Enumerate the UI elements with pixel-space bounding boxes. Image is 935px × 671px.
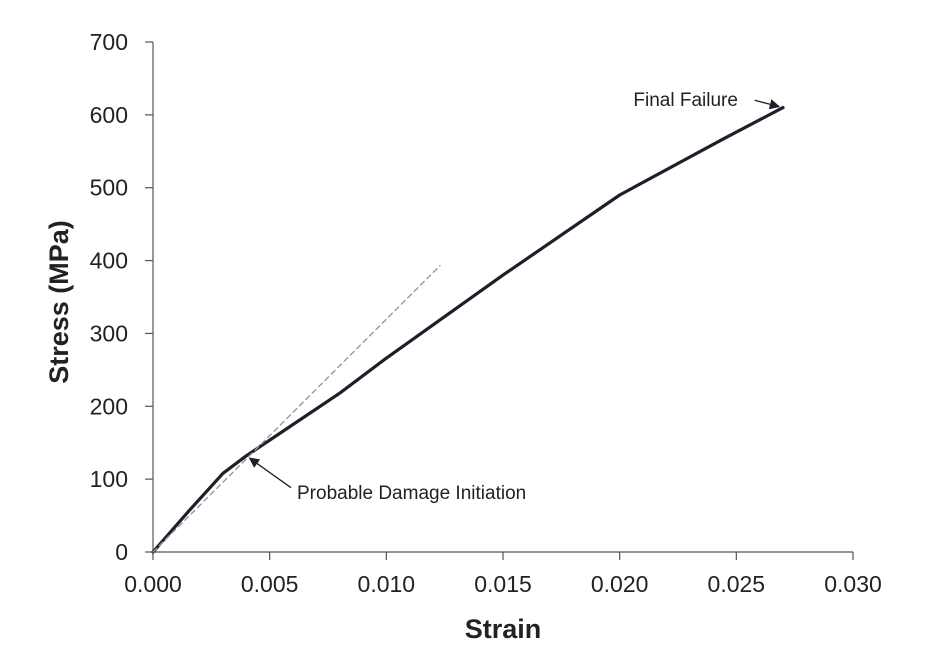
x-tick-label: 0.005 <box>241 571 299 597</box>
y-tick-label: 500 <box>90 175 128 201</box>
annotation-arrow <box>248 457 292 489</box>
x-tick-label: 0.020 <box>591 571 649 597</box>
annotation-arrow <box>754 99 781 110</box>
x-tick-label: 0.015 <box>474 571 532 597</box>
series-layer <box>151 105 785 554</box>
annotation-label: Final Failure <box>633 90 738 111</box>
x-tick-label: 0.030 <box>824 571 882 597</box>
y-tick-label: 700 <box>90 29 128 55</box>
x-axis-title: Strain <box>465 614 542 644</box>
linear-reference-dashed-line <box>152 265 441 553</box>
y-tick-label: 200 <box>90 393 128 419</box>
x-tick-label: 0.000 <box>124 571 182 597</box>
annotation-label: Probable Damage Initiation <box>297 483 526 504</box>
y-tick-label: 600 <box>90 102 128 128</box>
annotation-layer: Final Failure Probable Damage Initiation <box>248 90 781 504</box>
y-tick-label: 0 <box>115 539 128 565</box>
y-axis-ticks: 0 100 200 300 400 500 600 700 <box>90 29 153 565</box>
x-axis-ticks: 0.000 0.005 0.010 0.015 0.020 0.025 0.030 <box>124 552 882 597</box>
y-axis-title: Stress (MPa) <box>44 220 74 384</box>
y-tick-label: 400 <box>90 248 128 274</box>
x-tick-label: 0.010 <box>358 571 416 597</box>
x-tick-label: 0.025 <box>708 571 766 597</box>
y-tick-label: 100 <box>90 466 128 492</box>
y-tick-label: 300 <box>90 320 128 346</box>
stress-strain-curve <box>151 105 785 554</box>
